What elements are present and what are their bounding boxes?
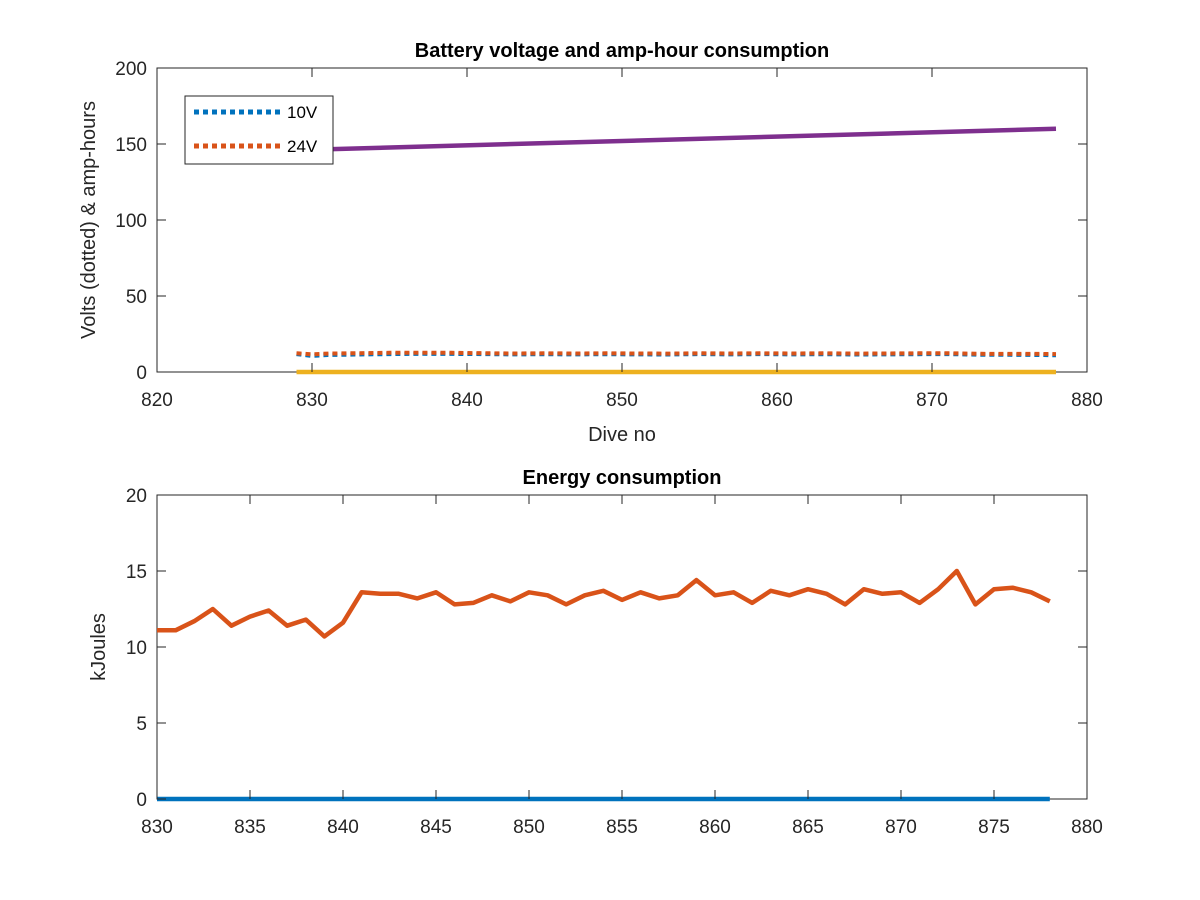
battery-y-tick-label: 0 xyxy=(136,363,147,384)
battery-series-line-24v xyxy=(296,350,1057,357)
battery-y-tick-label: 100 xyxy=(115,211,147,232)
energy-x-tick-label: 870 xyxy=(885,817,917,838)
energy-x-tick-label: 830 xyxy=(141,817,173,838)
battery-chart: 820 830 840 850 860 870 880 0 50 100 150 200 Batte… xyxy=(78,40,1103,446)
energy-series-line-0 xyxy=(157,568,1051,639)
energy-y-axis-label: kJoules xyxy=(88,613,110,681)
legend-label-24v: 24V xyxy=(287,137,318,156)
energy-y-tick-label: 20 xyxy=(126,486,147,507)
battery-y-tick-label: 150 xyxy=(115,135,147,156)
battery-y-axis-label: Volts (dotted) & amp-hours xyxy=(78,101,100,339)
energy-y-tick-label: 10 xyxy=(126,638,147,659)
energy-x-tick-label: 860 xyxy=(699,817,731,838)
battery-x-ticks: 820 830 840 850 860 870 880 xyxy=(141,68,1103,411)
energy-x-tick-label: 865 xyxy=(792,817,824,838)
energy-x-tick-label: 845 xyxy=(420,817,452,838)
energy-plot-area xyxy=(156,494,1088,800)
battery-x-axis-label: Dive no xyxy=(588,424,656,446)
energy-y-tick-label: 5 xyxy=(136,714,147,735)
energy-x-tick-label: 875 xyxy=(978,817,1010,838)
battery-legend: 10V 24V xyxy=(184,95,334,165)
battery-y-tick-label: 200 xyxy=(115,59,147,80)
battery-x-tick-label: 860 xyxy=(761,390,793,411)
battery-x-tick-label: 820 xyxy=(141,390,173,411)
battery-series-layer xyxy=(296,126,1057,375)
battery-y-tick-label: 50 xyxy=(126,287,147,308)
energy-y-tick-label: 15 xyxy=(126,562,147,583)
energy-chart: 830 835 840 845 850 855 860 865 870 875 880 0 5 10 15… xyxy=(88,467,1103,838)
battery-chart-title: Battery voltage and amp-hour consumption xyxy=(415,40,829,62)
legend-box xyxy=(184,95,334,165)
energy-chart-title: Energy consumption xyxy=(523,467,722,489)
energy-x-tick-label: 850 xyxy=(513,817,545,838)
energy-x-tick-label: 835 xyxy=(234,817,266,838)
battery-x-tick-label: 830 xyxy=(296,390,328,411)
battery-y-ticks: 0 50 100 150 200 xyxy=(115,59,1087,384)
energy-x-ticks: 830 835 840 845 850 855 860 865 870 875 880 xyxy=(141,495,1103,838)
energy-x-tick-label: 880 xyxy=(1071,817,1103,838)
energy-x-tick-label: 840 xyxy=(327,817,359,838)
battery-x-tick-label: 850 xyxy=(606,390,638,411)
battery-x-tick-label: 880 xyxy=(1071,390,1103,411)
energy-y-tick-label: 0 xyxy=(136,790,147,811)
battery-x-tick-label: 870 xyxy=(916,390,948,411)
legend-label-10v: 10V xyxy=(287,103,318,122)
energy-y-ticks: 0 5 10 15 20 xyxy=(126,486,1087,811)
energy-x-tick-label: 855 xyxy=(606,817,638,838)
battery-series-line-2 xyxy=(296,126,1057,153)
battery-x-tick-label: 840 xyxy=(451,390,483,411)
